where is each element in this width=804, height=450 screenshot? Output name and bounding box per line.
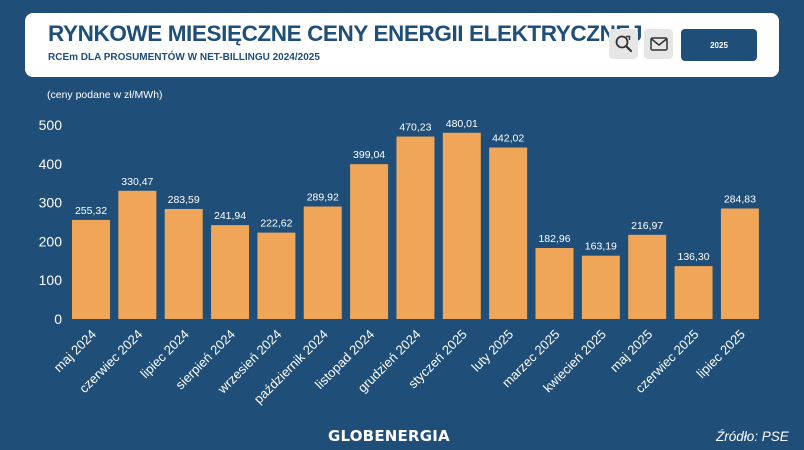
mail-icon [649, 37, 668, 51]
bar-value-label: 399,04 [353, 149, 385, 161]
bar-value-label: 136,30 [677, 251, 709, 263]
bar [164, 208, 203, 319]
bar-value-label: 470,23 [399, 122, 431, 134]
bar [442, 132, 481, 319]
x-tick-label: lipiec 2025 [693, 327, 748, 382]
bar [303, 206, 342, 319]
bar [72, 219, 110, 319]
y-tick-label: 500 [39, 117, 63, 133]
bars-group [72, 132, 759, 319]
bar-value-label: 283,59 [168, 194, 200, 206]
bar-value-label: 284,83 [724, 193, 756, 205]
bar-value-label: 182,96 [538, 233, 570, 245]
y-tick-label: 300 [39, 195, 63, 211]
y-tick-label: 400 [39, 156, 63, 172]
bar-value-label: 480,01 [446, 118, 478, 130]
bar [350, 164, 389, 319]
search-zoom-button[interactable] [609, 29, 638, 59]
bar [257, 232, 296, 319]
bar [535, 248, 574, 319]
bar [118, 190, 157, 319]
bar-value-label: 330,47 [121, 176, 153, 188]
y-tick-label: 0 [54, 311, 62, 327]
x-tick-label: maj 2025 [607, 327, 655, 375]
source-note: Źródło: PSE [716, 429, 789, 444]
x-tick-label: luty 2025 [468, 327, 516, 375]
bar-value-label: 255,32 [75, 205, 107, 217]
bar-value-label: 289,92 [307, 192, 339, 204]
unit-note: (ceny podane w zł/MWh) [47, 89, 163, 101]
bar-value-label: 216,97 [631, 220, 663, 232]
search-zoom-icon [615, 35, 632, 53]
bar [396, 136, 435, 319]
bar-value-label: 222,62 [260, 218, 292, 230]
y-tick-label: 100 [39, 272, 63, 288]
bar [720, 208, 759, 319]
x-tick-label: maj 2024 [51, 327, 99, 375]
header-card: RYNKOWE MIESIĘCZNE CENY ENERGII ELEKTRYC… [25, 13, 779, 77]
y-tick-label: 200 [39, 233, 63, 249]
globenergia-logo: GLOBENERGIA [328, 427, 450, 445]
bar [628, 234, 667, 319]
bar [211, 225, 250, 319]
chart-subtitle: RCEm DLA PROSUMENTÓW W NET-BILLINGU 2024… [48, 52, 320, 63]
value-labels-group: 255,32 330,47 283,59 241,94 222,62 289,92 399,… [75, 118, 756, 263]
bar-value-label: 163,19 [585, 241, 617, 253]
bar [489, 147, 528, 319]
chart-title: RYNKOWE MIESIĘCZNE CENY ENERGII ELEKTRYC… [48, 21, 643, 46]
bar [674, 266, 713, 319]
year-2025-button[interactable]: 2025 [681, 29, 757, 61]
bar [581, 255, 620, 319]
email-button[interactable] [644, 29, 673, 59]
bar-value-label: 442,02 [492, 132, 524, 144]
bar-value-label: 241,94 [214, 210, 246, 222]
y-axis: 0 100 200 300 400 500 [39, 117, 63, 327]
